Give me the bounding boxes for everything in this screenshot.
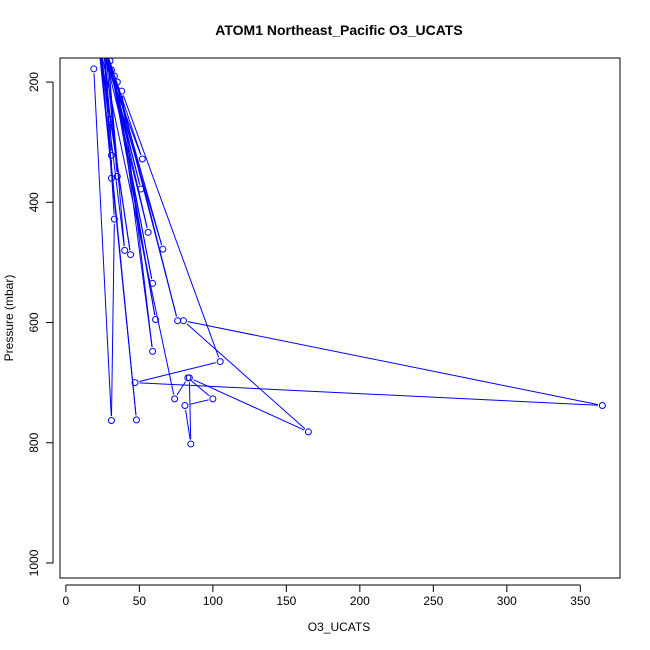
series-segment <box>193 379 305 431</box>
series-segment <box>117 86 153 347</box>
data-point <box>100 25 106 31</box>
data-point <box>98 49 104 55</box>
plot-frame <box>59 57 621 579</box>
data-point <box>107 416 115 424</box>
series-segment <box>101 58 175 395</box>
data-point <box>149 347 157 355</box>
x-tick-label: 350 <box>570 594 590 608</box>
y-tick-label: 400 <box>27 192 41 212</box>
data-point <box>121 246 129 254</box>
x-tick-label: 150 <box>276 594 296 608</box>
series-segment <box>186 323 306 430</box>
data-point <box>118 87 126 95</box>
data-point <box>181 401 189 409</box>
chart-title: ATOM1 Northeast_Pacific O3_UCATS <box>215 22 462 38</box>
data-point <box>209 395 217 403</box>
series-segment <box>139 382 598 406</box>
data-point <box>159 245 167 253</box>
data-point <box>113 172 121 180</box>
data-point <box>149 279 157 287</box>
series-segment <box>188 382 192 440</box>
data-point <box>107 66 115 74</box>
data-point <box>97 43 103 49</box>
y-tick-label: 1000 <box>27 549 41 576</box>
series-segment <box>100 58 131 251</box>
data-point <box>106 115 114 123</box>
data-point <box>107 151 115 159</box>
data-point <box>184 374 192 382</box>
data-point <box>110 72 118 80</box>
data-point <box>103 43 109 49</box>
data-point <box>152 316 160 324</box>
data-point <box>100 37 106 43</box>
series-segment <box>187 321 599 406</box>
data-point <box>127 251 135 259</box>
data-point <box>179 317 187 325</box>
y-tick-label: 800 <box>27 432 41 452</box>
data-point <box>113 78 121 86</box>
y-axis-label: Pressure (mbar) <box>2 275 16 362</box>
y-tick-label: 200 <box>27 72 41 92</box>
data-point <box>104 43 110 49</box>
data-point <box>110 215 118 223</box>
series-segment <box>107 58 125 246</box>
series-segment <box>139 362 216 383</box>
data-point <box>132 416 140 424</box>
data-point <box>95 37 101 43</box>
series-segment <box>117 86 177 317</box>
series-segment <box>105 58 148 229</box>
data-point <box>598 401 606 409</box>
x-tick-label: 50 <box>133 594 147 608</box>
x-axis-label: O3_UCATS <box>308 620 370 634</box>
x-tick-label: 200 <box>350 594 370 608</box>
data-point <box>101 31 107 37</box>
axis-layer: 0 50 100 150 200 250 300 350 200 400 600 800 1000 <box>27 72 591 608</box>
series-segment <box>111 223 115 417</box>
series-layer <box>90 25 606 448</box>
x-tick-label: 0 <box>63 594 70 608</box>
series-segment <box>189 399 209 405</box>
data-point <box>216 358 224 366</box>
series-segment <box>93 73 112 417</box>
data-point <box>304 428 312 436</box>
data-point <box>144 228 152 236</box>
x-tick-label: 250 <box>423 594 443 608</box>
series-segment <box>122 95 220 358</box>
data-point <box>90 65 98 73</box>
data-point <box>171 395 179 403</box>
x-tick-label: 100 <box>203 594 223 608</box>
data-point <box>138 155 146 163</box>
y-tick-label: 600 <box>27 312 41 332</box>
series-segment <box>190 380 210 397</box>
data-point <box>137 185 145 193</box>
x-tick-label: 300 <box>497 594 517 608</box>
series-segment <box>100 58 137 416</box>
series-segment <box>185 409 191 440</box>
series-segment <box>176 381 186 396</box>
data-point <box>174 317 182 325</box>
data-point <box>187 440 195 448</box>
data-point <box>95 31 101 37</box>
data-point <box>101 49 107 55</box>
data-point <box>131 379 139 387</box>
